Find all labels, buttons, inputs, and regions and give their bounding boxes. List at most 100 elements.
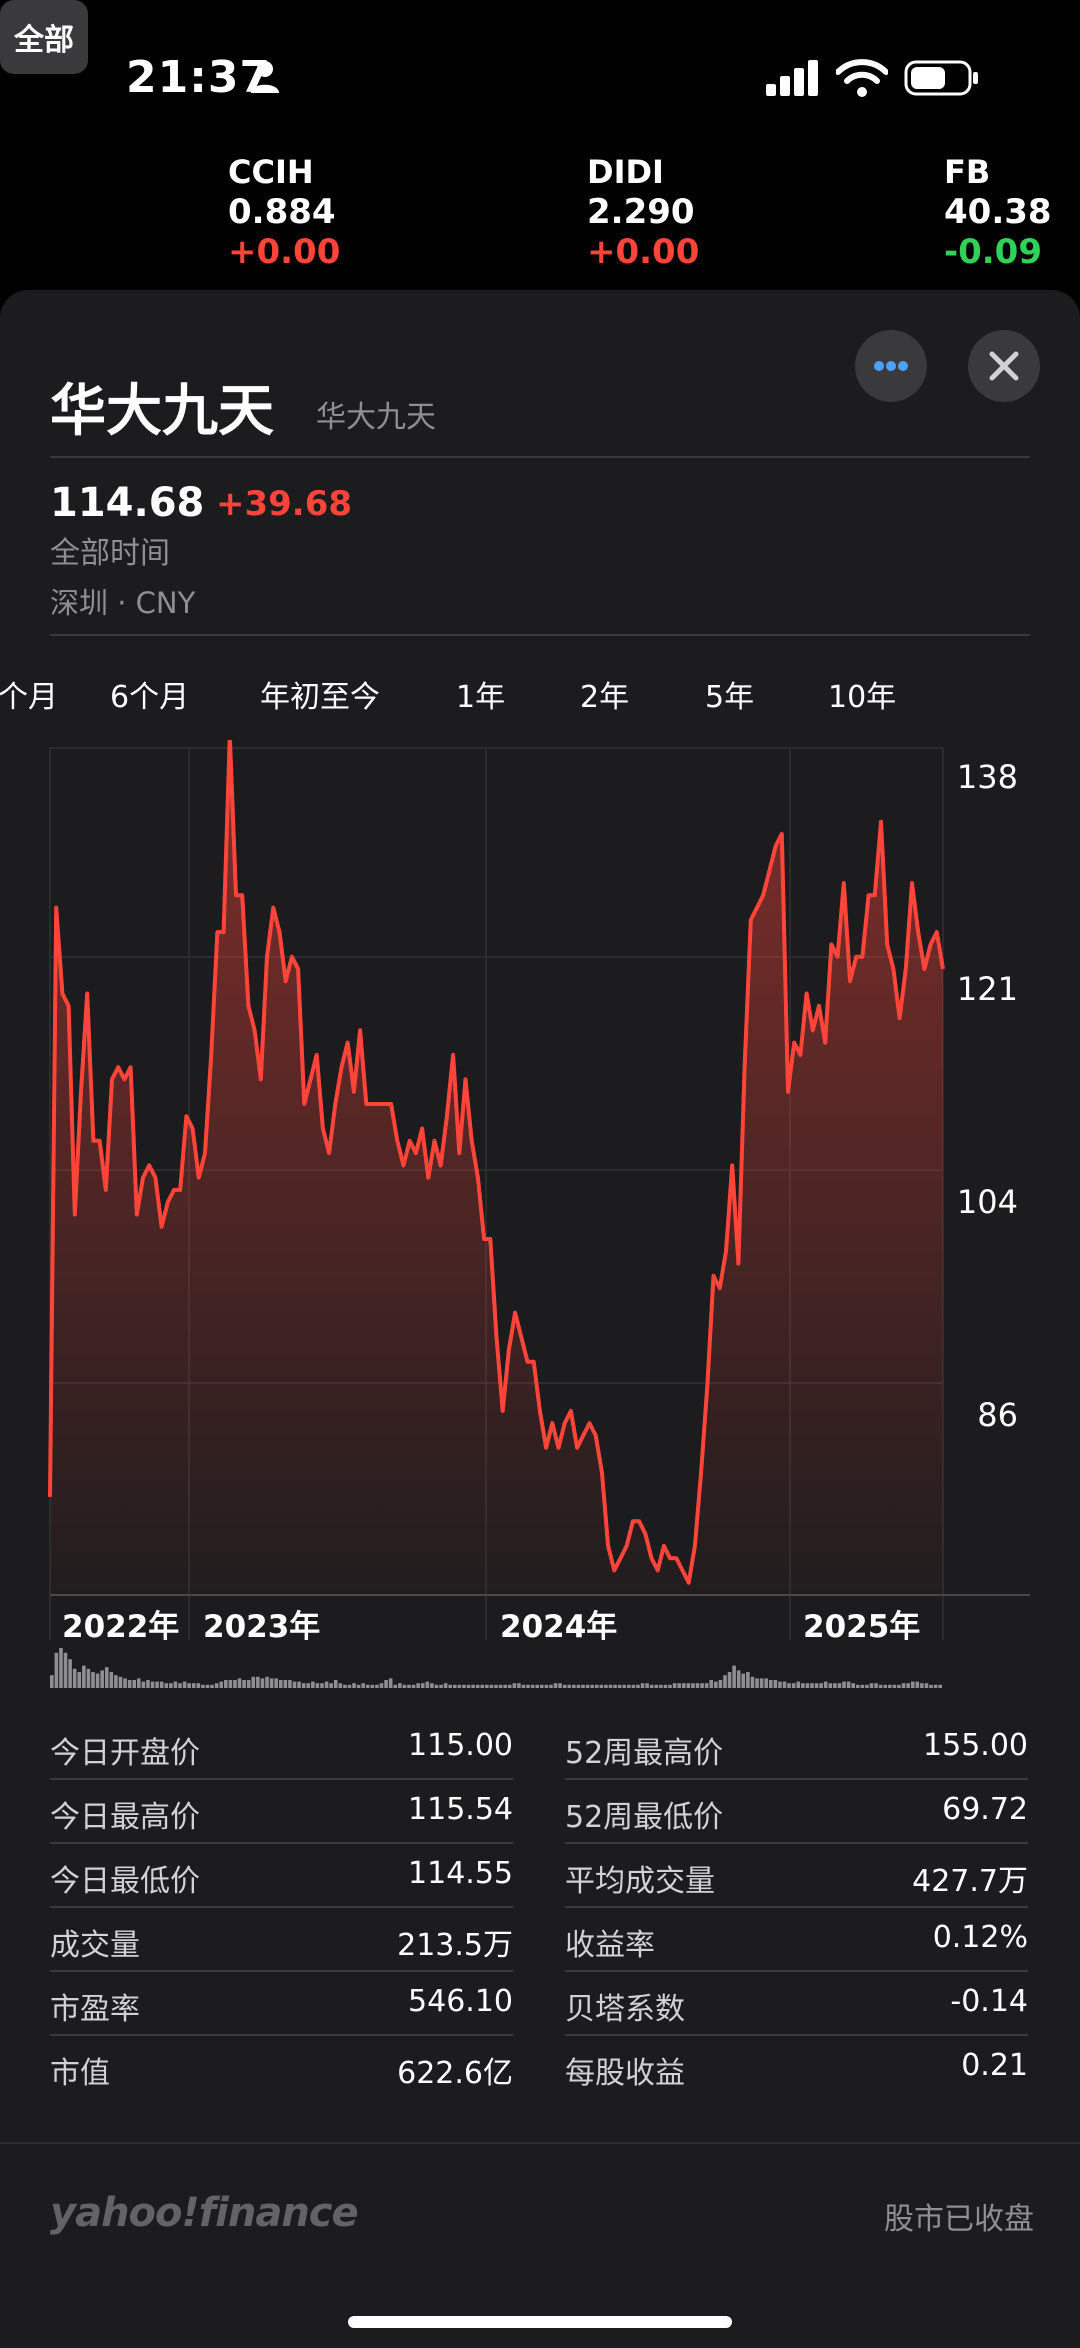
volume-bar [562,1684,567,1688]
volume-bar [828,1683,833,1688]
stat-row-divider [50,1970,513,1972]
ticker-item[interactable]: DIDI 2.290 +0.00 [587,152,699,272]
y-tick-label: 104 [956,1183,1018,1221]
tab-10-years[interactable]: 10年 [828,680,897,715]
volume-bar [718,1680,723,1688]
volume-bar [736,1670,741,1688]
volume-bar [256,1676,260,1688]
volume-bar [269,1678,274,1688]
price-chart[interactable] [0,740,1080,1700]
close-button[interactable] [968,330,1040,402]
volume-bar [448,1684,452,1688]
volume-bar [567,1684,572,1688]
volume-bar [764,1678,768,1688]
market-status: 股市已收盘 [884,2202,1034,2237]
volume-bar [260,1678,265,1688]
volume-bar [91,1672,95,1688]
ticker-change: -0.09 [944,232,1042,272]
yahoo-finance-logo[interactable]: yahoo!finance [50,2190,359,2236]
x-tick-label: 2022年 [62,1609,180,1645]
tab-5-years[interactable]: 5年 [705,680,755,715]
tab-ytd[interactable]: 年初至今 [260,680,380,715]
volume-bar [82,1665,86,1688]
tab-1-year[interactable]: 1年 [456,680,506,715]
volume-bar [494,1684,498,1688]
volume-bar [933,1684,938,1688]
volume-bar [663,1684,668,1688]
volume-bar [746,1672,750,1688]
volume-bar [439,1684,443,1688]
volume-bar [700,1683,704,1688]
more-button[interactable] [855,330,927,402]
volume-bar [127,1680,132,1688]
volume-bar [924,1683,929,1688]
home-indicator[interactable] [348,2316,732,2328]
stat-value: 546.10 [408,1984,513,2019]
volume-bar [727,1672,732,1688]
volume-bar [109,1672,114,1688]
tab-6-months[interactable]: 6个月 [110,680,190,715]
volume-bar [530,1684,535,1688]
volume-bar [778,1681,782,1688]
stat-label: 52周最低价 [565,1800,724,1835]
volume-bar [233,1680,237,1688]
volume-bar [123,1678,127,1688]
volume-bar [283,1680,288,1688]
volume-bar [489,1684,494,1688]
volume-bar [691,1683,695,1688]
volume-bar [361,1683,365,1688]
volume-bar [95,1673,100,1688]
volume-bar [695,1683,700,1688]
stat-label: 平均成交量 [565,1864,715,1899]
ticker-item[interactable]: CCIH 0.884 +0.00 [228,152,340,272]
ticker-symbol: CCIH [228,153,314,191]
volume-bar [672,1683,677,1688]
stat-label: 收益率 [565,1928,655,1963]
volume-bar [801,1683,805,1688]
volume-bar [338,1683,343,1688]
volume-bar [906,1683,910,1688]
volume-bar [507,1684,512,1688]
volume-bar [883,1684,888,1688]
ticker-price: 0.884 [228,192,336,232]
stat-value: 69.72 [942,1792,1028,1827]
person-icon [251,61,279,93]
volume-bar [466,1684,471,1688]
stat-row-divider [565,1842,1028,1844]
volume-bar [191,1683,196,1688]
volume-bar [805,1683,810,1688]
volume-bar [920,1683,924,1688]
volume-bar [274,1678,278,1688]
volume-bar [910,1681,915,1688]
volume-bar [196,1683,201,1688]
volume-bar [462,1684,466,1688]
stock-subname: 华大九天 [316,400,436,435]
volume-bar [773,1680,778,1688]
volume-bar [631,1684,636,1688]
volume-bar [599,1684,604,1688]
volume-bar [608,1684,613,1688]
stat-value: 115.54 [408,1792,513,1827]
volume-bar [594,1684,599,1688]
volume-bar [379,1683,384,1688]
volume-bar [535,1684,540,1688]
volume-bar [356,1684,361,1688]
volume-bar [892,1684,897,1688]
volume-bar [159,1681,164,1688]
tab-all[interactable]: 全部 [0,0,88,74]
stat-value: 213.5万 [397,1928,513,1963]
volume-bar [869,1683,874,1688]
volume-bar [549,1684,553,1688]
stat-label: 52周最高价 [565,1736,724,1771]
volume-bar [860,1684,865,1688]
tab-months[interactable]: 个月 [0,680,58,715]
volume-bar [210,1684,214,1688]
volume-bar [755,1678,759,1688]
volume-bar [59,1648,63,1688]
volume-bar [526,1684,530,1688]
x-tick-label: 2024年 [500,1609,618,1645]
tab-2-years[interactable]: 2年 [580,680,630,715]
volume-bar [627,1684,631,1688]
ticker-item[interactable]: FB 40.38 -0.09 [944,152,1052,272]
cellular-signal-icon [766,60,818,96]
